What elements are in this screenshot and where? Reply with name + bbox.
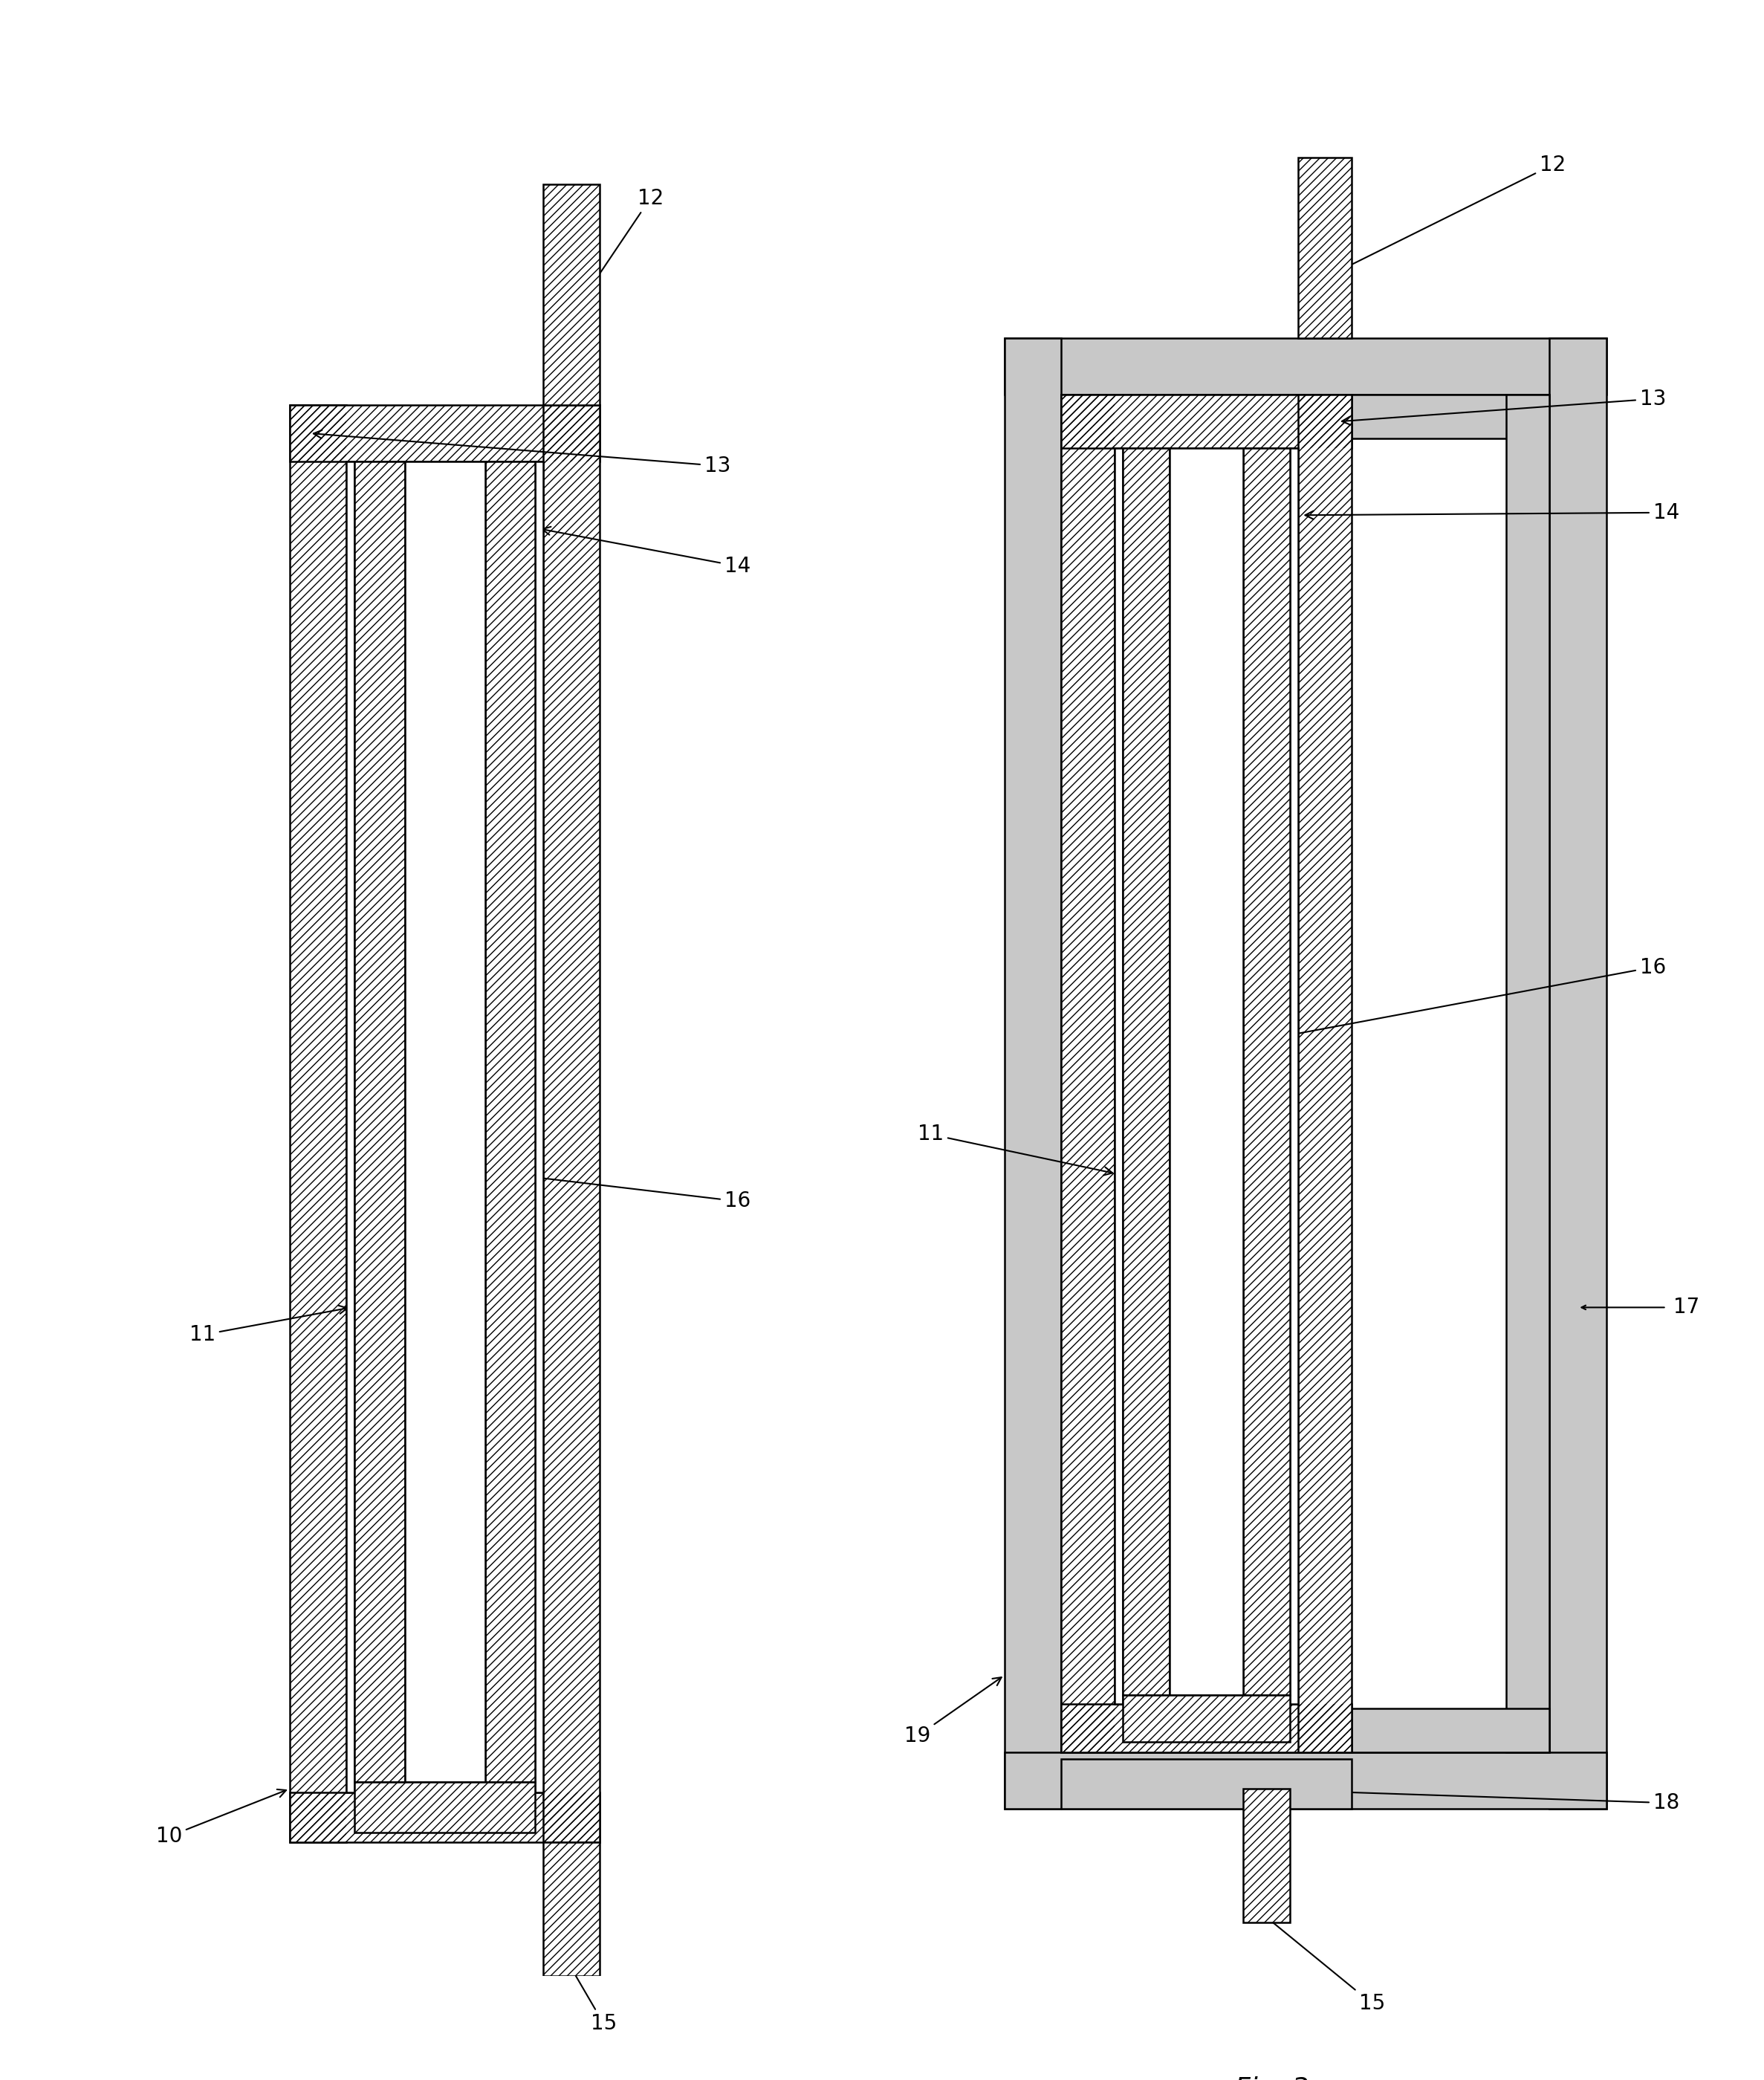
Text: 10: 10	[155, 1789, 286, 1847]
Bar	[1124, 449, 1170, 1695]
Text: 14: 14	[1305, 501, 1679, 522]
Text: 14: 14	[542, 526, 750, 576]
Bar	[1062, 395, 1549, 439]
Text: 12: 12	[1314, 154, 1565, 283]
Text: 12: 12	[559, 187, 663, 335]
Text: 19: 19	[905, 1676, 1002, 1747]
Text: 15: 15	[557, 1947, 617, 2034]
Bar	[543, 406, 600, 1843]
Bar	[1170, 449, 1244, 1695]
Bar	[543, 185, 600, 406]
Bar	[289, 406, 600, 462]
Bar	[485, 462, 534, 1783]
Bar	[1124, 1695, 1289, 1741]
Bar	[355, 462, 404, 1783]
Bar	[1004, 1751, 1607, 1810]
Bar	[1062, 1704, 1351, 1751]
Text: 16: 16	[1267, 957, 1665, 1042]
Bar	[1298, 395, 1351, 1751]
Bar	[1115, 449, 1124, 1704]
Bar	[346, 462, 355, 1793]
Bar	[1062, 1760, 1351, 1810]
Bar	[1004, 337, 1607, 395]
Bar	[1506, 395, 1549, 1751]
Bar	[355, 1783, 534, 1832]
Text: 11: 11	[189, 1306, 348, 1346]
Bar	[1244, 449, 1289, 1695]
Bar	[543, 1843, 600, 1976]
Bar	[1062, 1708, 1549, 1751]
Text: 18: 18	[1247, 1785, 1679, 1814]
Bar	[404, 462, 485, 1783]
Bar	[1298, 158, 1351, 337]
Bar	[355, 1783, 534, 1832]
Text: 13: 13	[1342, 389, 1665, 424]
Bar	[543, 185, 600, 406]
Bar	[485, 462, 534, 1783]
Bar	[1062, 395, 1104, 1751]
Text: 16: 16	[508, 1171, 750, 1213]
Bar	[1124, 449, 1170, 1695]
Bar	[289, 406, 346, 1843]
Text: 13: 13	[314, 431, 730, 476]
Bar	[355, 462, 404, 1783]
Bar	[1004, 337, 1062, 1810]
Bar	[1289, 449, 1298, 1704]
Bar	[1298, 158, 1351, 337]
Text: Fig. 3: Fig. 3	[1235, 2076, 1309, 2080]
Bar	[289, 1793, 600, 1843]
Bar	[1124, 1695, 1289, 1741]
Text: 15: 15	[1259, 1912, 1385, 2013]
Bar	[1298, 395, 1351, 1751]
Bar	[534, 462, 543, 1793]
Text: 11: 11	[917, 1123, 1113, 1175]
Bar	[1244, 1789, 1289, 1922]
Bar	[289, 1793, 600, 1843]
Bar	[1062, 395, 1115, 1751]
Bar	[1244, 1789, 1289, 1922]
Bar	[1062, 1704, 1351, 1751]
Bar	[289, 406, 346, 1843]
Bar	[1549, 337, 1607, 1810]
Bar	[1062, 395, 1351, 449]
Text: 17: 17	[1672, 1298, 1699, 1319]
Bar	[543, 1843, 600, 1976]
Bar	[1244, 449, 1289, 1695]
Bar	[1062, 395, 1351, 449]
Bar	[1062, 395, 1115, 1751]
Bar	[543, 406, 600, 1843]
Bar	[289, 406, 600, 462]
